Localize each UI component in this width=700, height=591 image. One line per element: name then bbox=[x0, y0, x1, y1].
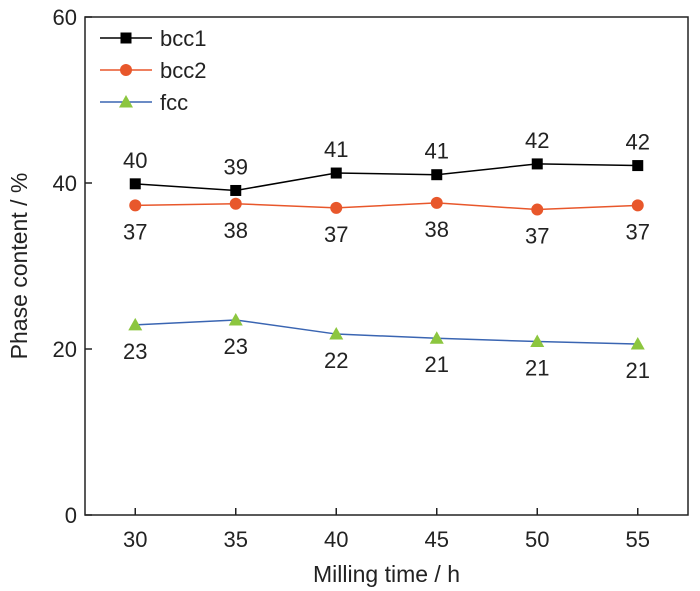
legend-label: bcc2 bbox=[160, 58, 206, 83]
x-tick-label: 35 bbox=[224, 527, 248, 552]
data-point-bcc2 bbox=[229, 197, 242, 210]
data-label-bcc1: 41 bbox=[425, 139, 449, 164]
data-point-fcc bbox=[329, 327, 344, 340]
legend-marker bbox=[120, 64, 132, 76]
data-point-bcc2 bbox=[129, 199, 142, 212]
data-label-fcc: 22 bbox=[324, 348, 348, 373]
data-point-fcc bbox=[530, 334, 545, 348]
data-point-bcc1 bbox=[431, 169, 443, 181]
x-axis-title: Milling time / h bbox=[313, 561, 460, 587]
y-tick-label: 20 bbox=[53, 337, 77, 362]
data-point-fcc bbox=[228, 312, 243, 326]
data-label-bcc2: 37 bbox=[123, 219, 147, 244]
legend-item-bcc2: bcc2 bbox=[100, 58, 206, 83]
series-line-fcc bbox=[135, 319, 638, 345]
data-point-fcc bbox=[128, 317, 143, 331]
data-point-bcc2 bbox=[531, 203, 544, 216]
legend-label: fcc bbox=[160, 90, 188, 115]
data-label-bcc1: 39 bbox=[224, 154, 248, 179]
data-label-bcc1: 42 bbox=[626, 130, 650, 155]
series-fcc: 23 23 22 21 21 21 bbox=[123, 312, 650, 383]
data-label-fcc: 21 bbox=[626, 358, 650, 383]
data-label-bcc2: 37 bbox=[324, 222, 348, 247]
x-tick-label: 30 bbox=[123, 527, 147, 552]
data-point-bcc2 bbox=[330, 201, 343, 214]
y-tick-label: 0 bbox=[65, 503, 77, 528]
series-line-bcc1 bbox=[135, 163, 638, 192]
data-point-bcc1 bbox=[230, 184, 242, 196]
data-point-bcc2 bbox=[631, 199, 644, 212]
y-axis-title: Phase content / % bbox=[6, 173, 32, 360]
data-point-bcc1 bbox=[330, 167, 342, 179]
data-point-bcc1 bbox=[531, 158, 543, 170]
plot-frame bbox=[84, 16, 689, 516]
data-label-bcc2: 37 bbox=[525, 224, 549, 249]
data-point-bcc1 bbox=[632, 160, 644, 172]
legend-marker bbox=[119, 95, 133, 108]
legend: bcc1 bcc2 fcc bbox=[100, 26, 206, 115]
data-point-bcc1 bbox=[129, 178, 141, 190]
data-label-fcc: 23 bbox=[123, 339, 147, 364]
series-line-bcc2 bbox=[135, 202, 638, 211]
series-bcc1: 40 39 41 41 42 42 bbox=[123, 128, 650, 196]
data-label-fcc: 21 bbox=[525, 356, 549, 381]
data-label-fcc: 21 bbox=[425, 352, 449, 377]
data-point-fcc bbox=[429, 331, 444, 344]
data-label-bcc2: 38 bbox=[425, 217, 449, 242]
series-layer: 40 39 41 41 42 42 37 38 37 38 37 37 23 23 22 21 21 21 bbox=[123, 128, 650, 383]
data-label-bcc2: 37 bbox=[626, 219, 650, 244]
data-point-bcc2 bbox=[430, 196, 443, 209]
y-tick-label: 40 bbox=[53, 171, 77, 196]
data-label-bcc2: 38 bbox=[224, 218, 248, 243]
y-tick-label: 60 bbox=[53, 5, 77, 30]
x-tick-label: 40 bbox=[324, 527, 348, 552]
x-tick-label: 50 bbox=[525, 527, 549, 552]
legend-item-bcc1: bcc1 bbox=[100, 26, 206, 51]
series-bcc2: 37 38 37 38 37 37 bbox=[123, 196, 650, 249]
data-label-bcc1: 41 bbox=[324, 137, 348, 162]
data-point-fcc bbox=[630, 337, 645, 350]
x-tick-label: 55 bbox=[626, 527, 650, 552]
data-label-bcc1: 40 bbox=[123, 148, 147, 173]
legend-item-fcc: fcc bbox=[100, 90, 188, 115]
data-label-bcc1: 42 bbox=[525, 128, 549, 153]
legend-marker bbox=[120, 32, 132, 44]
data-label-fcc: 23 bbox=[224, 334, 248, 359]
axis-ticks: 30 35 40 45 50 55 0 20 40 60 bbox=[53, 5, 650, 552]
x-tick-label: 45 bbox=[425, 527, 449, 552]
legend-label: bcc1 bbox=[160, 26, 206, 51]
